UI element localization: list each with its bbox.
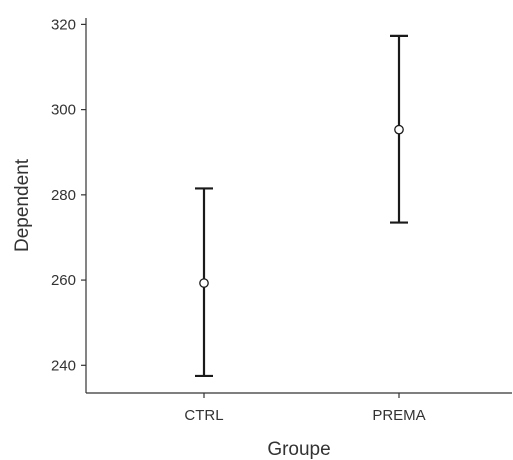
y-tick-label: 280 bbox=[51, 187, 76, 204]
mean-point bbox=[199, 278, 209, 288]
y-tick-label: 320 bbox=[51, 16, 76, 33]
y-tick-label: 240 bbox=[51, 357, 76, 374]
error-bars bbox=[195, 34, 408, 378]
y-axis-ticks: 240 260 280 300 320 bbox=[51, 16, 86, 374]
y-tick-label: 260 bbox=[51, 272, 76, 289]
x-axis-title: Groupe bbox=[267, 439, 330, 460]
x-axis-ticks: CTRL PREMA bbox=[184, 393, 426, 424]
x-tick-label: CTRL bbox=[184, 407, 223, 424]
y-tick-label: 300 bbox=[51, 102, 76, 119]
mean-point bbox=[394, 124, 404, 135]
x-tick-label: PREMA bbox=[372, 407, 425, 424]
y-axis-title: Dependent bbox=[12, 158, 33, 252]
